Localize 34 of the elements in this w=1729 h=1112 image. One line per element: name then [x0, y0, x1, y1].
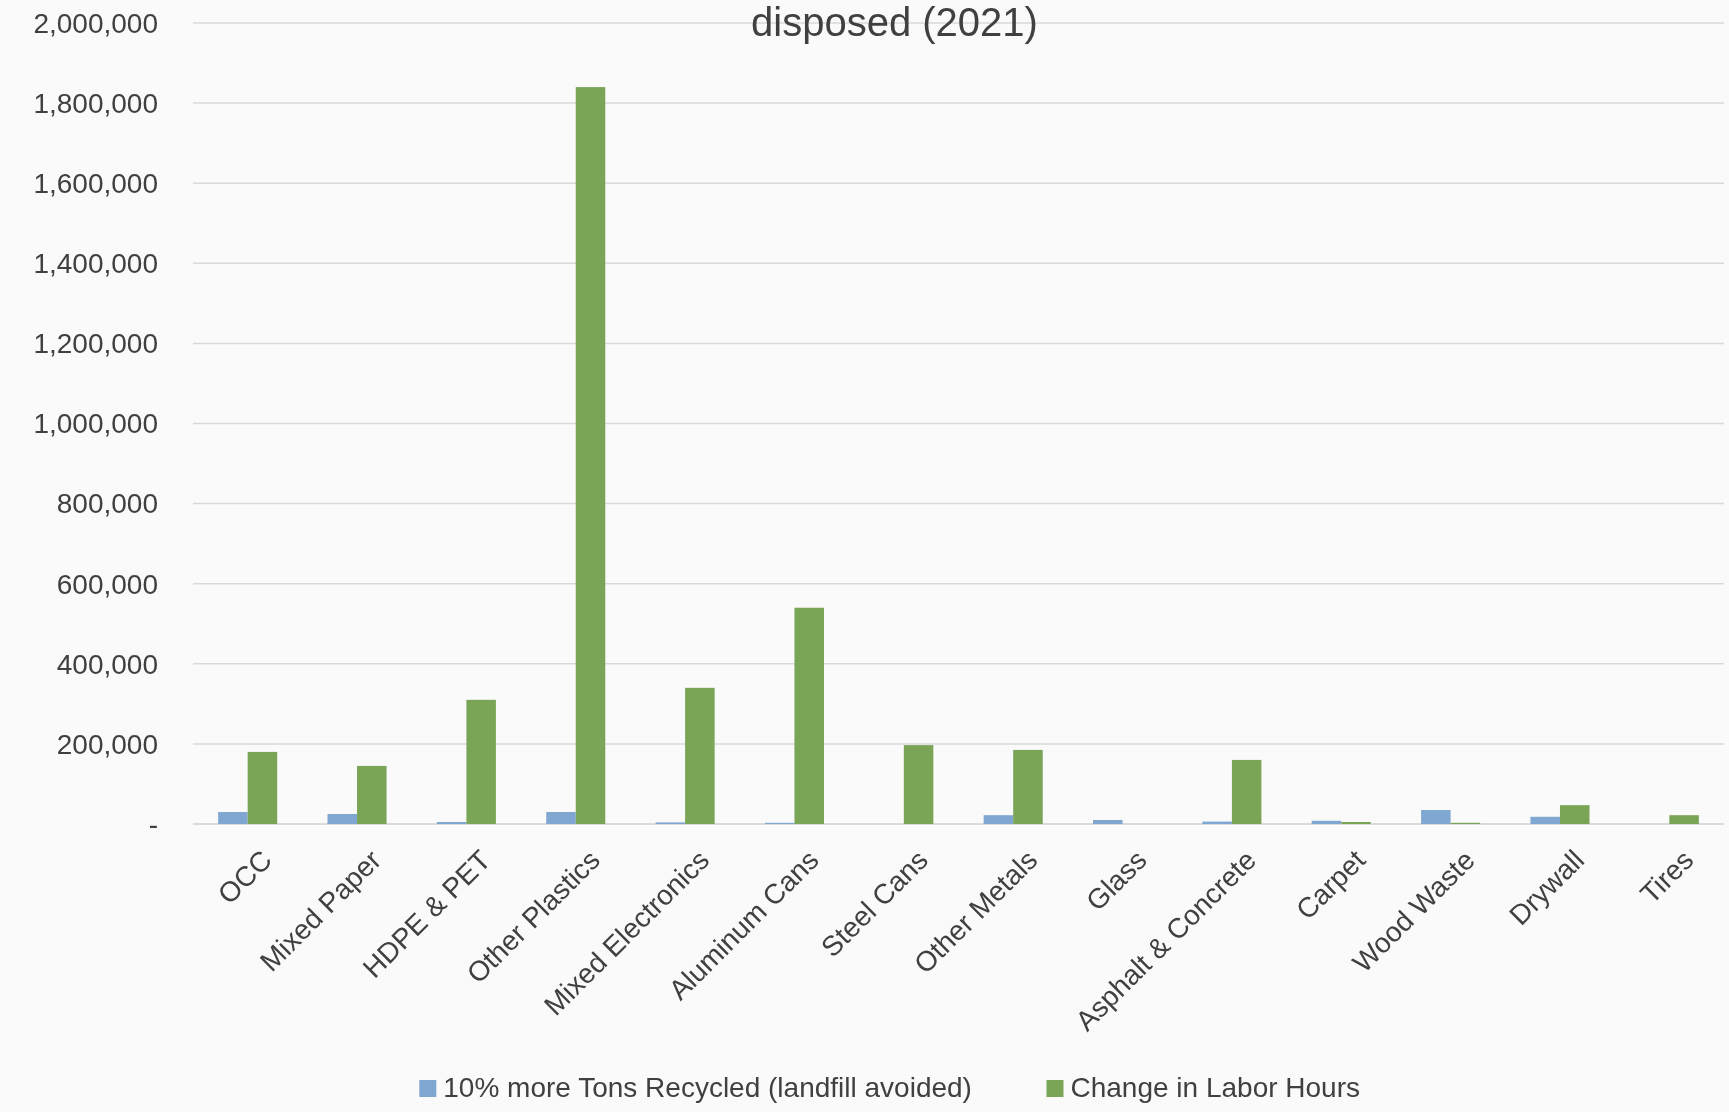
bar	[218, 811, 248, 824]
bar	[1231, 759, 1262, 824]
bar	[1559, 805, 1590, 824]
bar	[685, 687, 715, 824]
x-tick-label: Tires	[1634, 844, 1700, 910]
y-tick-label: 400,000	[56, 648, 158, 680]
bar	[983, 815, 1014, 824]
y-tick-label: 800,000	[56, 488, 158, 520]
y-tick-label: 1,200,000	[33, 328, 158, 360]
bar	[903, 745, 934, 824]
bar	[1530, 816, 1560, 824]
y-tick-label: 1,400,000	[33, 248, 158, 280]
bar	[1669, 815, 1699, 824]
bar	[794, 607, 824, 824]
bar	[466, 699, 496, 824]
legend-label: 10% more Tons Recycled (landfill avoided)	[443, 1072, 972, 1103]
bar	[575, 87, 606, 824]
chart-title: disposed (2021)	[751, 0, 1038, 44]
bar	[327, 813, 358, 824]
legend-label: Change in Labor Hours	[1070, 1072, 1361, 1103]
y-tick-label: 1,600,000	[33, 168, 158, 199]
bar	[1093, 820, 1123, 824]
y-tick-label: 1,800,000	[33, 87, 158, 119]
bar	[546, 811, 576, 824]
y-tick-label: 600,000	[56, 568, 158, 600]
bar	[247, 751, 278, 824]
y-tick-label: 200,000	[56, 728, 158, 760]
bar	[1013, 749, 1043, 824]
y-tick-label: 2,000,000	[33, 7, 158, 39]
bar	[1421, 809, 1451, 824]
y-tick-label: 1,000,000	[33, 408, 158, 440]
bar	[357, 765, 387, 824]
y-tick-label: -	[148, 808, 158, 840]
bar	[1311, 820, 1342, 824]
